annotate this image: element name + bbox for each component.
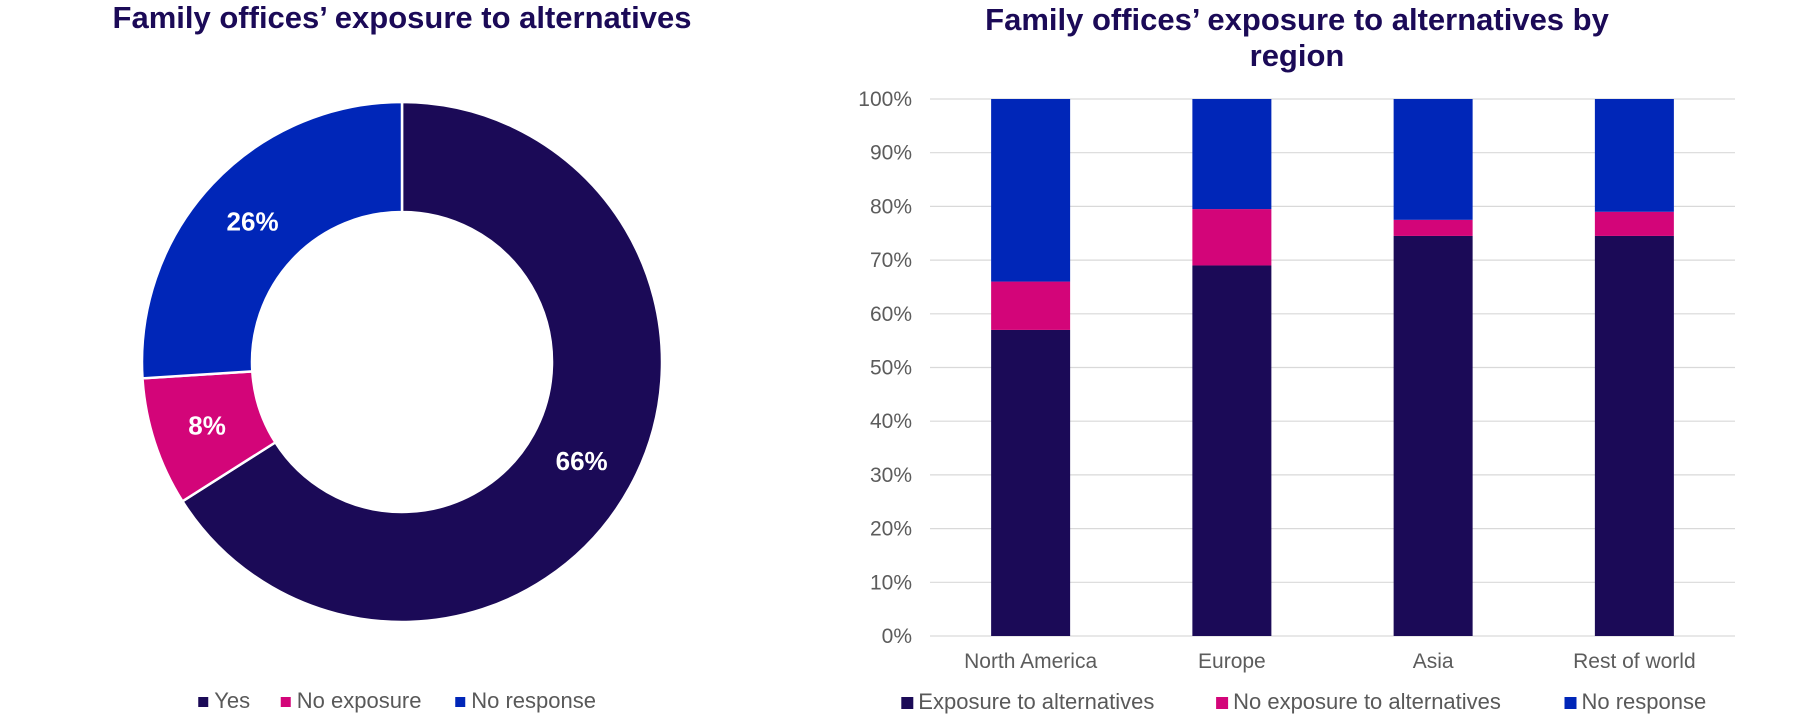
- bar-legend-swatch-no-exposure-to-alternatives: [1216, 697, 1229, 709]
- donut-legend-label-no-response: No response: [471, 688, 596, 713]
- donut-legend-swatch-no-exposure: [280, 697, 291, 707]
- y-tick-50: 50%: [870, 357, 912, 380]
- x-tick-asia: Asia: [1413, 650, 1454, 673]
- bar-chart-title-line-1: Family offices’ exposure to alternatives…: [985, 2, 1609, 37]
- donut-data-label-no-response: 26%: [227, 207, 279, 237]
- bar-north-america-no-response: [991, 99, 1071, 282]
- bar-asia-exposure-to-alternatives: [1393, 235, 1473, 636]
- donut-legend: Yes No exposure No response: [198, 688, 596, 713]
- bar-europe-no-exposure-to-alternatives: [1192, 209, 1272, 266]
- y-tick-90: 90%: [870, 142, 912, 165]
- x-tick-europe: Europe: [1198, 650, 1266, 673]
- bar-legend-swatch-no-response: [1564, 697, 1577, 709]
- x-tick-north-america: North America: [964, 650, 1097, 673]
- bar-europe-no-response: [1192, 99, 1272, 210]
- y-tick-40: 40%: [870, 410, 912, 433]
- donut-legend-swatch-no-response: [455, 697, 466, 707]
- donut-slice-yes: [180, 100, 664, 624]
- donut-legend-label-no-exposure: No exposure: [297, 688, 422, 713]
- y-tick-70: 70%: [870, 249, 912, 272]
- bar-north-america-exposure-to-alternatives: [991, 329, 1071, 636]
- bar-legend-label-no-exposure-to-alternatives: No exposure to alternatives: [1233, 689, 1501, 714]
- bar-legend-label-exposure-to-alternatives: Exposure to alternatives: [918, 689, 1154, 714]
- y-tick-80: 80%: [870, 195, 912, 218]
- bar-rest-of-world-no-exposure-to-alternatives: [1594, 211, 1674, 236]
- y-tick-60: 60%: [870, 303, 912, 326]
- donut-legend-swatch-yes: [198, 697, 209, 707]
- bar-legend-label-no-response: No response: [1582, 689, 1707, 714]
- bar-legend: Exposure to alternatives No exposure to a…: [901, 689, 1706, 714]
- bar-asia-no-response: [1393, 99, 1473, 220]
- y-tick-10: 10%: [870, 571, 912, 594]
- donut-legend-label-yes: Yes: [214, 688, 250, 713]
- y-tick-30: 30%: [870, 464, 912, 487]
- donut-chart: Family offices’ exposure to alternatives…: [113, 0, 692, 713]
- y-tick-20: 20%: [870, 518, 912, 541]
- bar-europe-exposure-to-alternatives: [1192, 265, 1272, 636]
- x-tick-rest-of-world: Rest of world: [1573, 650, 1696, 673]
- donut-data-label-yes: 66%: [556, 446, 608, 476]
- donut-slice-no-response: [140, 100, 404, 380]
- bar-legend-swatch-exposure-to-alternatives: [901, 697, 914, 709]
- bar-rest-of-world-exposure-to-alternatives: [1594, 235, 1674, 636]
- donut-chart-title: Family offices’ exposure to alternatives: [113, 0, 692, 35]
- donut-data-label-no-exposure: 8%: [188, 410, 226, 440]
- bar-asia-no-exposure-to-alternatives: [1393, 219, 1473, 236]
- y-tick-100: 100%: [858, 88, 912, 111]
- bar-chart-title-line-2: region: [1250, 38, 1345, 73]
- bar-north-america-no-exposure-to-alternatives: [991, 281, 1071, 330]
- y-tick-0: 0%: [882, 625, 912, 648]
- stacked-bar-chart: Family offices’ exposure to alternatives…: [858, 2, 1735, 714]
- bar-rest-of-world-no-response: [1594, 99, 1674, 212]
